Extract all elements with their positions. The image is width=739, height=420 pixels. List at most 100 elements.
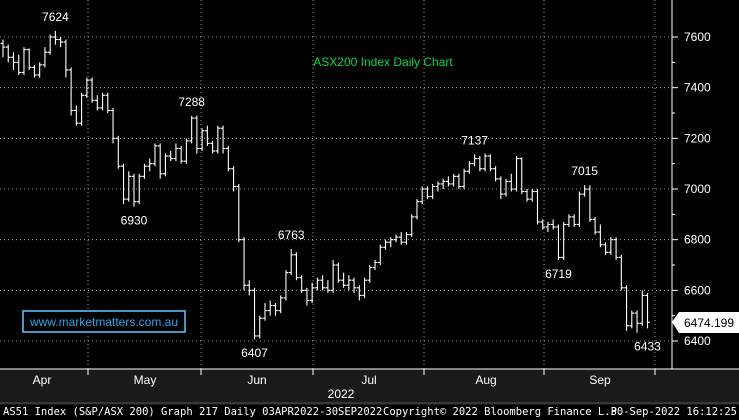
ohlc-bar	[220, 125, 226, 154]
ohlc-bar	[89, 77, 95, 103]
ohlc-bar	[493, 166, 498, 182]
ohlc-bar	[79, 92, 84, 126]
ohlc-bar	[508, 173, 514, 192]
x-axis-band	[0, 369, 739, 405]
year-label: 2022	[328, 387, 355, 401]
y-tick-label: 6600	[684, 283, 711, 297]
ohlc-bar	[451, 173, 457, 187]
ohlc-bar	[597, 224, 603, 248]
ohlc-bar	[346, 275, 352, 291]
ohlc-bar	[288, 249, 294, 276]
x-tick-label: May	[134, 373, 157, 387]
ohlc-bar	[315, 277, 320, 291]
ohlc-bar	[372, 259, 378, 271]
ohlc-bar	[356, 285, 362, 301]
ohlc-bar	[189, 116, 195, 144]
watermark-link[interactable]: www.marketmatters.com.au	[29, 315, 178, 329]
ohlc-bar	[629, 310, 635, 329]
price-bars-layer	[0, 30, 650, 340]
y-tick-label: 6400	[684, 334, 711, 348]
ohlc-bar	[577, 191, 582, 227]
ohlc-bar	[566, 214, 572, 227]
ohlc-bar	[404, 232, 409, 245]
ohlc-bar	[252, 287, 257, 340]
ohlc-bar	[278, 295, 284, 314]
ohlc-bar	[168, 151, 174, 162]
annotation-label: 7624	[42, 10, 69, 24]
ohlc-bar	[487, 154, 493, 172]
ohlc-bar	[37, 62, 43, 78]
ohlc-bar	[121, 163, 126, 205]
ohlc-bar	[115, 135, 121, 169]
ohlc-bar	[325, 280, 331, 293]
ohlc-bar	[561, 221, 567, 260]
chart-title: ASX200 Index Daily Chart	[313, 55, 453, 69]
ohlc-bar	[362, 277, 367, 298]
ohlc-bar	[32, 64, 37, 78]
annotation-label: 6763	[278, 228, 305, 242]
ohlc-bar	[246, 280, 252, 296]
ohlc-bar	[283, 270, 289, 301]
ohlc-bar	[639, 290, 645, 326]
annotation-label: 6433	[634, 340, 661, 354]
ohlc-bar	[535, 189, 540, 225]
ohlc-bar	[341, 272, 346, 288]
ohlc-bar	[142, 163, 147, 179]
y-axis-panel	[672, 0, 739, 369]
ohlc-bar	[335, 262, 341, 283]
ohlc-bar	[309, 282, 315, 303]
ohlc-bar	[466, 161, 472, 174]
ohlc-bar	[299, 275, 305, 293]
ohlc-bar	[262, 303, 268, 321]
ohlc-bar	[587, 185, 593, 222]
ohlc-bar	[393, 234, 399, 243]
last-value-badge: 6474.199	[672, 312, 739, 333]
ohlc-bar	[430, 183, 436, 200]
ohlc-bar	[592, 216, 598, 235]
ohlc-bar	[110, 107, 116, 144]
ohlc-bar	[320, 275, 326, 291]
ohlc-bar	[0, 39, 6, 58]
ohlc-bar	[131, 173, 137, 207]
ohlc-bar	[100, 92, 105, 111]
x-tick-label: Apr	[33, 373, 52, 387]
ohlc-bar	[267, 300, 273, 316]
watermark-box[interactable]: www.marketmatters.com.au	[22, 310, 186, 333]
annotation-label: 6930	[121, 214, 148, 228]
ohlc-bar	[514, 156, 519, 192]
ohlc-bar	[304, 287, 310, 306]
annotations-layer: 7624 6930 7288 6407 6763 7137 6719 7015 6433	[42, 10, 661, 360]
ohlc-bar	[409, 214, 415, 238]
ohlc-bar	[634, 310, 640, 333]
ohlc-bar	[550, 219, 556, 230]
ohlc-bar	[152, 143, 158, 167]
ohlc-bar	[519, 157, 525, 195]
ohlc-bar	[68, 67, 74, 116]
x-tick-label: Aug	[475, 373, 496, 387]
ohlc-bar	[26, 48, 32, 70]
ohlc-bar	[11, 52, 16, 70]
ohlc-bar	[136, 173, 142, 205]
y-tick-label: 7400	[684, 81, 711, 95]
ohlc-bar	[414, 199, 420, 220]
footer-right: 30-Sep-2022 16:12:25	[611, 406, 737, 418]
annotation-label: 7288	[178, 95, 205, 109]
ohlc-bar	[582, 185, 588, 197]
y-tick-label: 6800	[684, 233, 711, 247]
ohlc-bar	[435, 181, 441, 192]
ohlc-bar	[58, 37, 64, 48]
y-axis: 7600 7400 7200 7000 6800 6600 6400	[671, 0, 739, 369]
annotation-label: 7137	[461, 133, 488, 147]
ohlc-bar	[147, 158, 153, 172]
ohlc-bar	[618, 254, 624, 291]
ohlc-bar	[645, 292, 650, 329]
ohlc-bar	[105, 92, 111, 113]
footer-center: Copyright© 2022 Bloomberg Finance L.P.	[383, 406, 623, 418]
ohlc-bar	[84, 77, 90, 98]
ohlc-bar	[477, 156, 483, 172]
ohlc-bar	[47, 34, 53, 55]
ohlc-bar	[613, 237, 619, 260]
watermark-border	[22, 310, 186, 333]
ohlc-bar	[42, 47, 48, 68]
ohlc-bar	[330, 259, 336, 293]
